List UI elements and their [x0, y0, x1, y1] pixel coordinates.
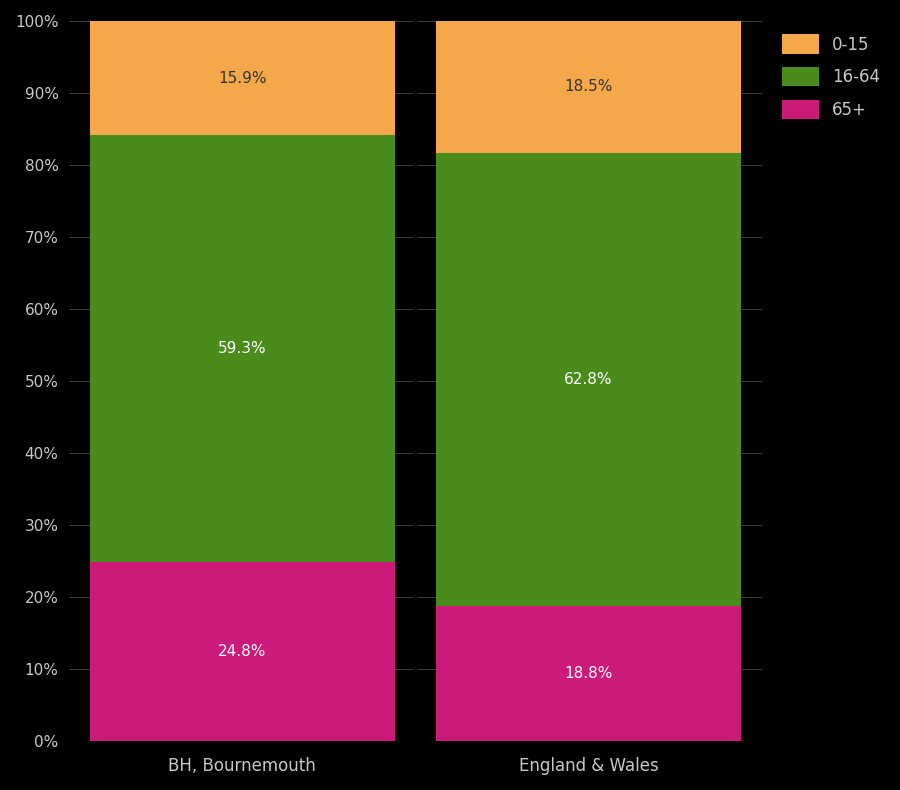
Text: 15.9%: 15.9% [218, 71, 266, 86]
Bar [90, 135, 394, 562]
Bar [436, 606, 741, 741]
Bar [90, 562, 394, 741]
Legend: 0-15, 16-64, 65+: 0-15, 16-64, 65+ [777, 29, 885, 124]
Text: 18.8%: 18.8% [564, 666, 613, 681]
Text: 59.3%: 59.3% [218, 341, 266, 356]
Text: 18.5%: 18.5% [564, 79, 613, 94]
Text: 24.8%: 24.8% [218, 644, 266, 659]
Text: 62.8%: 62.8% [564, 372, 613, 387]
Bar [436, 21, 741, 153]
Bar [436, 153, 741, 606]
Bar [90, 21, 394, 135]
